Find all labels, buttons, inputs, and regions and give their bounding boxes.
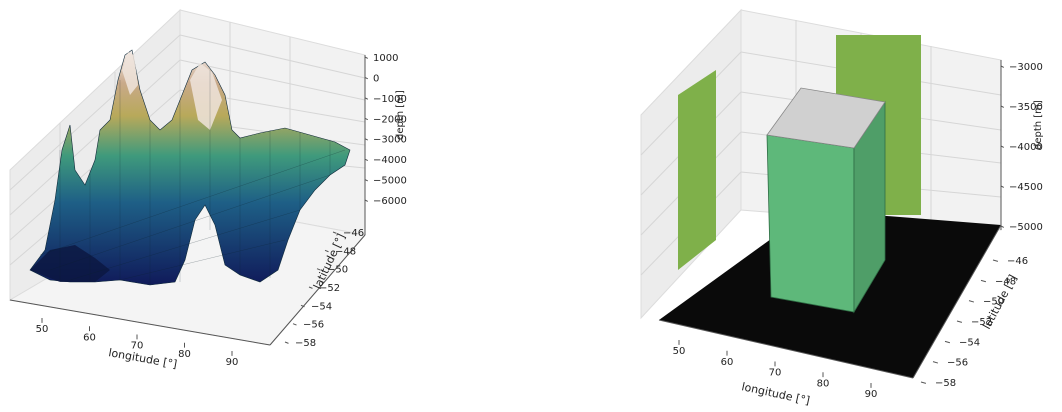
y-tick-label: −50 — [983, 297, 1004, 308]
z-tick-label: −3000 — [373, 135, 407, 146]
z-tick-mark — [364, 179, 369, 182]
z-tick-mark — [1000, 105, 1005, 108]
z-tick-mark — [364, 76, 369, 80]
right-axis-ticks: 50 60 70 80 90 −46 −48 −50 −52 −54 −56 −58 −3000 −350… — [673, 62, 1043, 400]
z-tick-label: −6000 — [373, 196, 407, 207]
z-axis-label: depth [m] — [395, 90, 406, 140]
y-tick-label: −46 — [343, 228, 364, 239]
x-tick-label: 60 — [83, 332, 96, 343]
bathymetry-surface-plot: 50 60 70 80 90 −46 −48 −50 −52 −54 −56 −58 1000 0 −100… — [0, 0, 531, 407]
z-tick-label: −5000 — [1009, 222, 1043, 233]
x-tick-label: 90 — [865, 389, 878, 400]
y-tick-label: −52 — [319, 283, 340, 294]
bar3d-plot-svg: 50 60 70 80 90 −46 −48 −50 −52 −54 −56 −58 −3000 −350… — [640, 8, 1044, 407]
z-tick-label: −3500 — [1009, 102, 1043, 113]
surface-plot-svg: 50 60 70 80 90 −46 −48 −50 −52 −54 −56 −58 1000 0 −100… — [8, 8, 407, 371]
box-top-face — [766, 87, 886, 149]
y-tick-label: −48 — [995, 276, 1016, 287]
x-axis-label: longitude [°] — [740, 380, 811, 407]
z-tick-label: −1000 — [373, 94, 407, 105]
y-tick-mark — [332, 231, 337, 234]
z-tick-mark — [364, 117, 369, 121]
z-tick-mark — [364, 199, 369, 202]
y-tick-mark — [284, 341, 289, 344]
x-tick-label: 50 — [673, 346, 686, 357]
y-tick-mark — [932, 361, 939, 364]
x-tick-label: 80 — [817, 378, 830, 389]
y-tick-mark — [316, 268, 321, 271]
y-tick-label: −48 — [335, 246, 356, 257]
left-axis-ticks: 50 60 70 80 90 −46 −48 −50 −52 −54 −56 −58 1000 0 −100… — [36, 53, 407, 368]
z-tick-label: −4500 — [1009, 182, 1043, 193]
x-tick-label: 70 — [769, 368, 782, 379]
x-tick-label: 50 — [36, 324, 49, 335]
x-tick-label: 80 — [178, 349, 191, 360]
z-tick-label: 0 — [373, 73, 379, 84]
surface-ridge-highlight — [122, 52, 222, 130]
x-axis-line — [9, 299, 271, 346]
y-tick-label: −58 — [935, 378, 956, 389]
z-tick-label: −5000 — [373, 176, 407, 187]
x-tick-label: 70 — [131, 341, 144, 352]
z-tick-mark — [364, 97, 369, 100]
y-tick-label: −58 — [295, 338, 316, 349]
y-tick-mark — [300, 304, 305, 308]
z-tick-label: −4000 — [373, 155, 407, 166]
y-tick-label: −46 — [1007, 256, 1028, 267]
y-tick-label: −50 — [327, 265, 348, 276]
surface-mesh — [39, 70, 346, 285]
z-tick-mark — [1000, 145, 1005, 148]
y-axis-line — [912, 224, 1002, 379]
z-tick-mark — [1000, 185, 1005, 188]
y-tick-label: −56 — [303, 320, 324, 331]
x-tick-label: 90 — [226, 357, 239, 368]
y-tick-mark — [968, 300, 975, 303]
y-axis-line — [269, 234, 366, 346]
z-tick-label: −2000 — [373, 114, 407, 125]
z-tick-label: −4000 — [1009, 142, 1043, 153]
x-tick-label: 60 — [721, 357, 734, 368]
z-tick-label: −3000 — [1009, 62, 1043, 73]
y-tick-mark — [920, 381, 927, 384]
z-tick-label: 1000 — [373, 53, 398, 64]
y-tick-mark — [292, 323, 297, 326]
box-front-face — [766, 134, 855, 313]
y-tick-mark — [956, 320, 963, 323]
y-tick-mark — [992, 259, 999, 262]
wall-left — [678, 70, 716, 270]
z-tick-mark — [364, 158, 369, 161]
y-tick-mark — [324, 249, 329, 253]
y-tick-label: −52 — [971, 317, 992, 328]
y-tick-label: −54 — [311, 301, 332, 312]
y-tick-mark — [980, 279, 987, 283]
z-tick-mark — [364, 138, 369, 141]
y-tick-mark — [308, 286, 313, 289]
y-tick-mark — [944, 340, 951, 344]
x-axis-line — [658, 319, 914, 379]
y-tick-label: −54 — [959, 337, 980, 348]
y-tick-label: −56 — [947, 358, 968, 369]
bathymetry-surface — [29, 49, 351, 286]
z-axis-label: depth [m] — [1033, 100, 1044, 150]
z-tick-mark — [364, 56, 369, 59]
surface-deep-basin — [30, 245, 110, 282]
rectangular-seamount-plot: 50 60 70 80 90 −46 −48 −50 −52 −54 −56 −58 −3000 −350… — [531, 0, 1062, 407]
z-tick-mark — [1000, 225, 1005, 228]
z-tick-mark — [1000, 65, 1005, 68]
